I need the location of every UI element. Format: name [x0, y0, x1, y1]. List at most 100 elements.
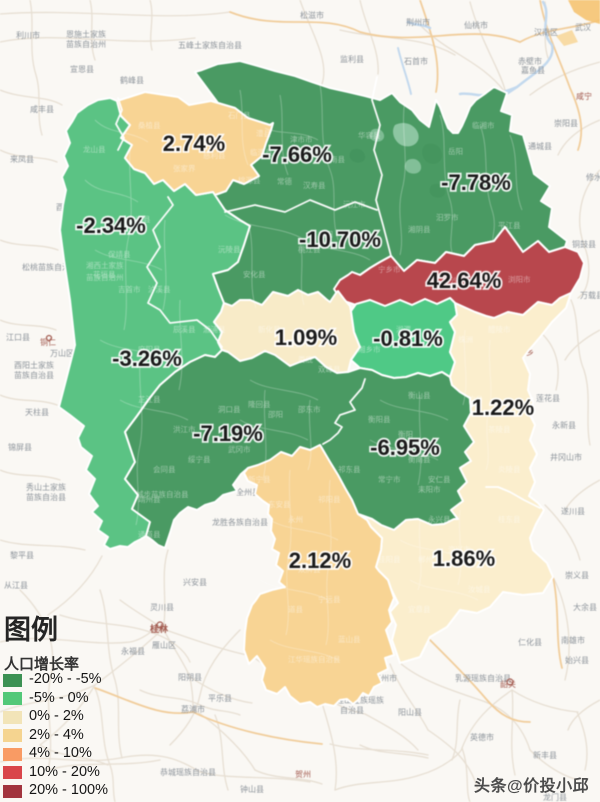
svg-text:湘阴县: 湘阴县	[408, 225, 431, 234]
svg-text:嘉鱼县: 嘉鱼县	[521, 65, 545, 75]
svg-text:汉南区: 汉南区	[534, 27, 558, 37]
svg-text:天柱县: 天柱县	[25, 407, 49, 417]
svg-text:阳山县: 阳山县	[398, 707, 422, 717]
svg-text:永福县: 永福县	[121, 646, 145, 656]
svg-text:雁山区: 雁山区	[152, 640, 176, 650]
svg-text:桑植县: 桑植县	[138, 120, 161, 130]
svg-text:邵阳: 邵阳	[268, 410, 283, 419]
svg-text:桃江县: 桃江县	[298, 244, 321, 254]
svg-text:-7.19%: -7.19%	[193, 421, 263, 446]
svg-text:邵东市: 邵东市	[298, 404, 321, 414]
svg-text:南县: 南县	[330, 154, 345, 164]
svg-text:江华瑶族自治县: 江华瑶族自治县	[288, 654, 341, 664]
svg-text:靖州县: 靖州县	[138, 494, 161, 504]
svg-text:阳朔县: 阳朔县	[178, 672, 202, 682]
svg-text:鹤峰县: 鹤峰县	[120, 75, 144, 85]
svg-text:东安县: 东安县	[268, 499, 291, 509]
svg-text:石门县: 石门县	[228, 111, 251, 120]
svg-text:醴陵市: 醴陵市	[488, 324, 511, 334]
svg-text:祁东县: 祁东县	[338, 464, 361, 474]
svg-text:黎平县: 黎平县	[10, 550, 34, 560]
svg-text:张家界: 张家界	[173, 163, 196, 173]
svg-text:仁化县: 仁化县	[518, 637, 542, 647]
svg-text:灵川县: 灵川县	[150, 603, 174, 612]
svg-text:桂阳县: 桂阳县	[378, 554, 401, 564]
svg-text:兴安县: 兴安县	[183, 577, 207, 587]
svg-text:铜仁: 铜仁	[40, 337, 56, 347]
svg-text:龙山县: 龙山县	[83, 144, 106, 154]
svg-text:荆州市: 荆州市	[406, 17, 430, 27]
svg-text:双牌县: 双牌县	[298, 564, 321, 574]
svg-text:双峰县: 双峰县	[318, 364, 341, 374]
svg-text:苗族自治县: 苗族自治县	[14, 370, 54, 380]
svg-text:苗族自治州: 苗族自治州	[86, 272, 124, 282]
svg-text:永新县: 永新县	[552, 420, 576, 430]
svg-text:汝城县: 汝城县	[468, 584, 491, 594]
svg-text:宁远县: 宁远县	[318, 594, 341, 604]
svg-text:2.74%: 2.74%	[163, 131, 225, 156]
svg-text:井冈山市: 井冈山市	[550, 452, 582, 462]
svg-text:湘潭: 湘潭	[396, 325, 411, 334]
svg-text:祁阳县: 祁阳县	[318, 494, 341, 504]
svg-text:宣恩县: 宣恩县	[70, 64, 94, 74]
svg-text:修水: 修水	[586, 172, 600, 182]
svg-text:-2.34%: -2.34%	[76, 213, 146, 238]
svg-text:芷江县: 芷江县	[138, 394, 161, 404]
svg-text:秀山土家族: 秀山土家族	[26, 482, 66, 492]
svg-text:恭城瑶族自治县: 恭城瑶族自治县	[160, 767, 216, 777]
svg-text:石首市: 石首市	[404, 56, 428, 66]
svg-text:万山区: 万山区	[50, 348, 74, 358]
svg-text:咸宁: 咸宁	[576, 91, 592, 101]
svg-text:安化县: 安化县	[243, 269, 266, 279]
svg-text:平江县: 平江县	[498, 221, 521, 230]
svg-text:桂林: 桂林	[149, 623, 169, 634]
svg-text:泸溪县: 泸溪县	[148, 284, 171, 294]
svg-text:通城县: 通城县	[528, 141, 552, 151]
svg-text:2.12%: 2.12%	[289, 548, 351, 573]
svg-text:1.09%: 1.09%	[275, 325, 337, 350]
svg-text:-7.66%: -7.66%	[262, 142, 332, 167]
svg-text:株洲: 株洲	[458, 334, 473, 344]
svg-text:利川市: 利川市	[16, 30, 40, 40]
svg-text:苗族自治州: 苗族自治州	[66, 39, 106, 49]
svg-text:衡阳: 衡阳	[398, 429, 413, 439]
svg-text:赤壁市: 赤壁市	[518, 56, 542, 66]
svg-text:常宁市: 常宁市	[378, 474, 401, 484]
svg-text:资兴市: 资兴市	[448, 544, 471, 554]
svg-text:吉首市: 吉首市	[118, 284, 141, 294]
svg-text:桂东县: 桂东县	[498, 514, 521, 524]
svg-text:道县: 道县	[288, 604, 303, 614]
svg-text:龙门县: 龙门县	[543, 792, 567, 802]
svg-text:永顺县: 永顺县	[128, 214, 151, 224]
svg-text:慈利县: 慈利县	[203, 150, 226, 160]
svg-text:来凤县: 来凤县	[10, 155, 34, 164]
svg-text:会同县: 会同县	[153, 464, 176, 474]
svg-text:新宁县: 新宁县	[248, 474, 271, 484]
svg-text:苗族自治县: 苗族自治县	[26, 492, 66, 502]
svg-text:衡南县: 衡南县	[408, 454, 431, 464]
svg-text:-3.26%: -3.26%	[112, 346, 182, 371]
svg-text:始兴县: 始兴县	[565, 655, 589, 665]
svg-text:南雄市: 南雄市	[561, 635, 585, 645]
svg-text:江口县: 江口县	[6, 333, 30, 342]
svg-text:监利县: 监利县	[340, 54, 364, 64]
svg-text:龙胜各族自治县: 龙胜各族自治县	[212, 517, 268, 527]
svg-text:莲花县: 莲花县	[536, 393, 560, 403]
svg-text:安仁县: 安仁县	[428, 474, 451, 484]
svg-text:茶陵县: 茶陵县	[488, 424, 511, 434]
svg-text:城步苗族自治县: 城步苗族自治县	[136, 489, 189, 499]
svg-text:宁乡市: 宁乡市	[378, 264, 401, 274]
svg-text:涟源市: 涟源市	[288, 339, 311, 349]
svg-text:洞口县: 洞口县	[218, 405, 241, 414]
svg-text:攸县: 攸县	[468, 394, 483, 404]
svg-text:新丰县: 新丰县	[533, 750, 557, 760]
svg-text:衡山县: 衡山县	[408, 390, 431, 400]
svg-text:42.64%: 42.64%	[427, 268, 502, 293]
svg-text:汨罗市: 汨罗市	[436, 212, 459, 222]
svg-text:-0.81%: -0.81%	[373, 326, 443, 351]
svg-text:钟山县: 钟山县	[240, 784, 264, 794]
svg-text:英德市: 英德市	[470, 732, 494, 742]
svg-text:汉寿县: 汉寿县	[303, 180, 326, 190]
svg-text:常德: 常德	[277, 176, 292, 186]
svg-text:遂川县: 遂川县	[561, 506, 585, 516]
